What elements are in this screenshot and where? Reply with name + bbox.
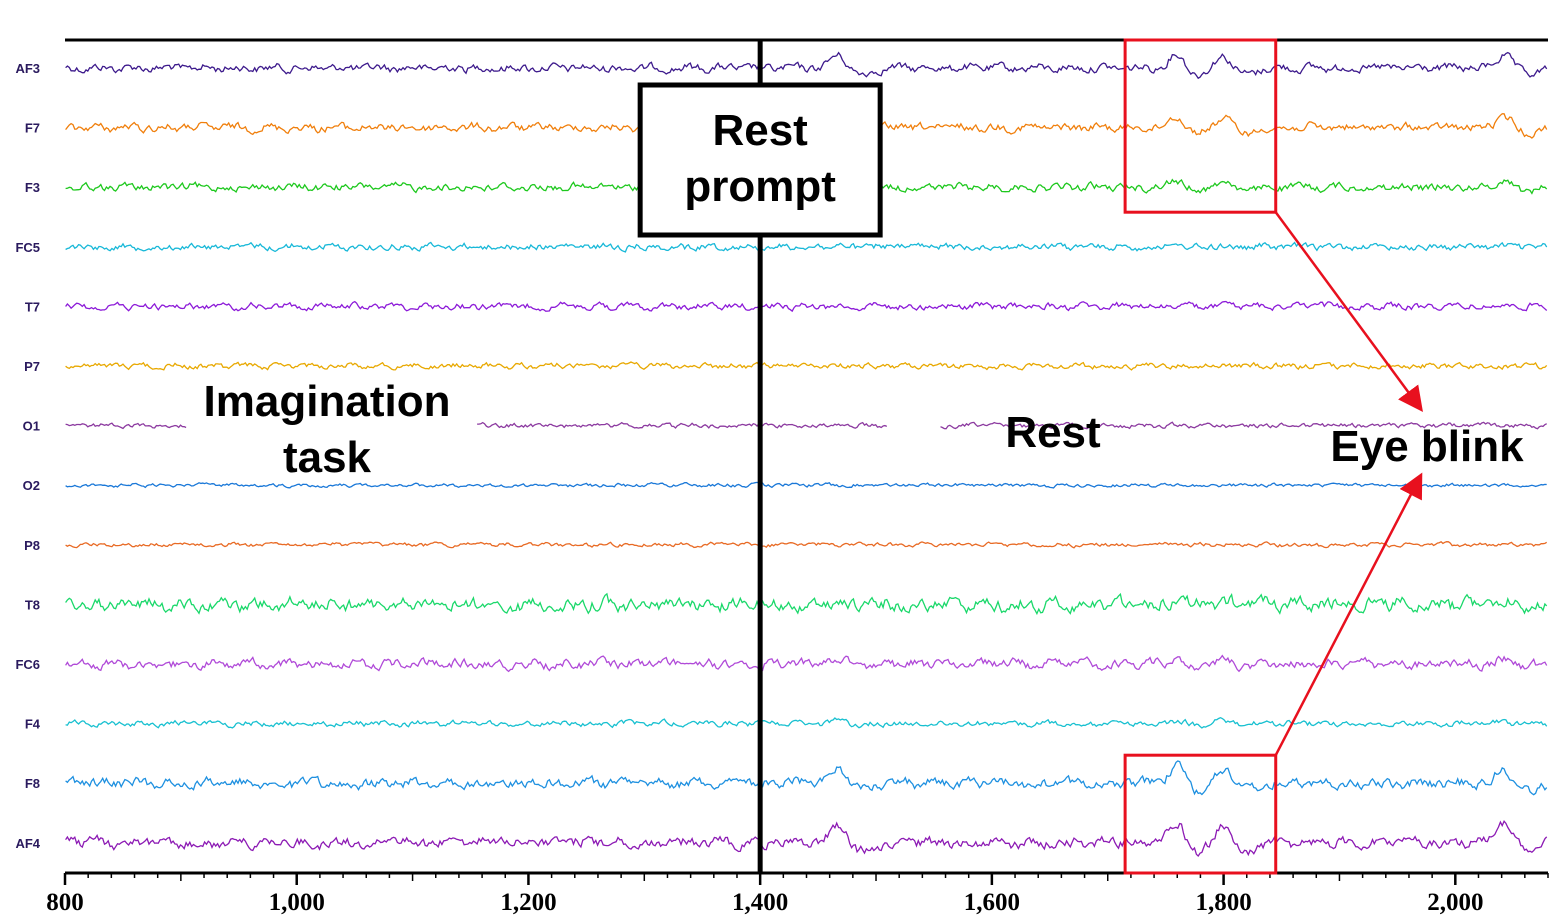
trace-f4 xyxy=(65,716,1548,729)
channel-label-o2: O2 xyxy=(23,478,40,493)
trace-fc5 xyxy=(65,241,1548,253)
channel-label-f8: F8 xyxy=(25,776,40,791)
trace-af3 xyxy=(65,51,1548,80)
x-tick-label-1200: 1,200 xyxy=(500,889,556,916)
channel-label-p7: P7 xyxy=(24,359,40,374)
eeg-traces xyxy=(65,51,1548,858)
x-axis-ticks: 800 1,000 1,200 1,400 1,600 1,800 2,000 xyxy=(46,873,1549,916)
eye-blink-arrow-top xyxy=(1274,211,1423,413)
trace-t7 xyxy=(65,300,1548,313)
channel-label-f4: F4 xyxy=(25,717,41,732)
trace-t8 xyxy=(65,592,1548,616)
x-tick-label-1400: 1,400 xyxy=(732,889,788,916)
trace-p7 xyxy=(65,361,1548,371)
channel-label-t8: T8 xyxy=(25,597,40,612)
channel-labels: AF3 F7 F3 FC5 T7 P7 O1 O2 P8 T8 FC6 F4 F8 AF4 xyxy=(15,61,40,851)
channel-label-t7: T7 xyxy=(25,299,40,314)
eye-blink-arrow-bottom xyxy=(1274,472,1423,756)
x-tick-label-800: 800 xyxy=(46,889,84,916)
channel-label-f7: F7 xyxy=(25,121,40,136)
channel-label-fc5: FC5 xyxy=(15,240,40,255)
trace-fc6 xyxy=(65,654,1548,673)
rest-prompt-label: Rest prompt xyxy=(684,106,836,211)
x-tick-label-2000: 2,000 xyxy=(1427,889,1483,916)
x-tick-label-1000: 1,000 xyxy=(269,889,325,916)
channel-label-f3: F3 xyxy=(25,180,40,195)
channel-label-fc6: FC6 xyxy=(15,657,40,672)
annotations: Imagination task Rest Eye blink xyxy=(204,377,1525,482)
imagination-task-label: Imagination task xyxy=(204,377,451,482)
event-markers: Rest prompt xyxy=(637,40,883,873)
channel-label-o1: O1 xyxy=(23,419,40,434)
x-tick-label-1800: 1,800 xyxy=(1195,889,1251,916)
trace-p8 xyxy=(65,541,1548,549)
trace-o2 xyxy=(65,481,1547,489)
rest-label: Rest xyxy=(1005,408,1101,457)
eye-blink-box-1 xyxy=(1123,38,1278,214)
channel-label-p8: P8 xyxy=(24,538,40,553)
eye-blink-boxes xyxy=(1123,38,1278,875)
trace-o1 xyxy=(65,421,1548,430)
eye-blink-label: Eye blink xyxy=(1330,422,1524,471)
channel-label-af4: AF4 xyxy=(15,836,40,851)
channel-label-af3: AF3 xyxy=(15,61,40,76)
trace-af4 xyxy=(65,819,1548,858)
eye-blink-arrows xyxy=(1274,211,1423,756)
x-tick-label-1600: 1,600 xyxy=(964,889,1020,916)
trace-f8 xyxy=(65,760,1548,796)
eye-blink-box-2 xyxy=(1123,753,1278,875)
rest-prompt-box xyxy=(637,82,883,238)
